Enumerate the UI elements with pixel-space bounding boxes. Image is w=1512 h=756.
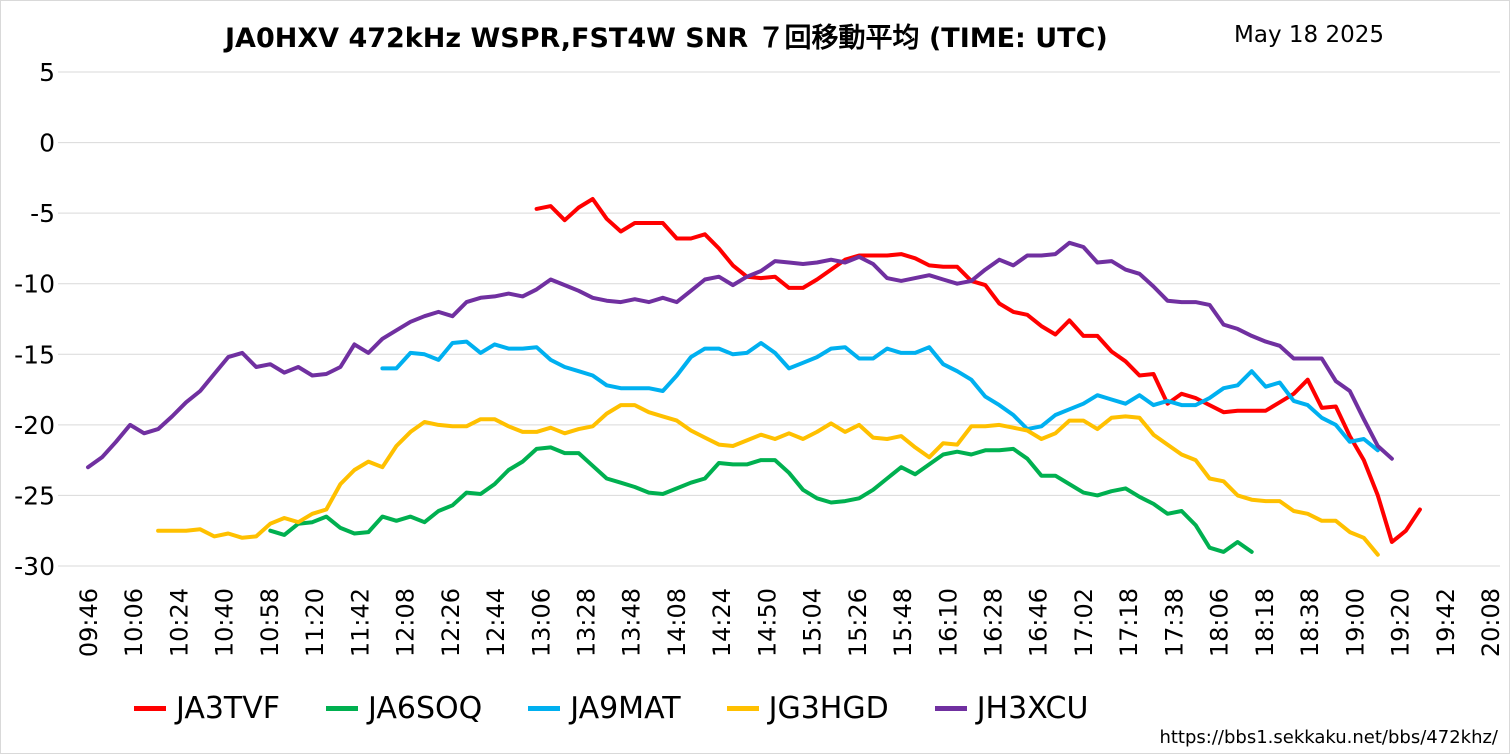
x-tick-label: 12:08 [392, 588, 420, 657]
x-tick-label: 17:18 [1115, 588, 1143, 657]
legend-label: JG3HGD [768, 690, 889, 726]
legend-item-ja6soq: JA6SOQ [326, 691, 482, 726]
y-tick-label: -15 [14, 340, 55, 369]
x-tick-label: 11:20 [301, 588, 329, 657]
x-tick-label: 20:08 [1477, 588, 1505, 657]
y-tick-label: -25 [14, 481, 55, 510]
x-tick-label: 13:28 [572, 588, 600, 657]
legend-label: JA6SOQ [368, 690, 483, 726]
x-tick-label: 10:24 [165, 588, 193, 657]
x-tick-label: 11:42 [346, 588, 374, 657]
series-line-jh3xcu [86, 240, 1394, 470]
y-axis-ticks: 5 0 -5 -10 -15 -20 -25 -30 [14, 58, 55, 581]
x-tick-label: 15:26 [844, 588, 872, 657]
y-tick-label: -30 [14, 552, 55, 581]
y-tick-label: -20 [14, 411, 55, 440]
x-tick-label: 14:50 [753, 588, 781, 657]
y-tick-label: 0 [39, 129, 55, 158]
x-axis-ticks: 09:46 10:06 10:24 10:40 10:58 11:20 11:42 12:08… [75, 588, 1505, 657]
series-line-ja9mat [380, 339, 1380, 453]
x-tick-label: 10:06 [120, 588, 148, 657]
gridlines [58, 71, 1500, 567]
x-tick-label: 10:58 [256, 588, 284, 657]
source-url[interactable]: https://bbs1.sekkaku.net/bbs/472khz/ [1159, 727, 1498, 748]
legend-swatch [134, 705, 166, 711]
series-line-jg3hgd [156, 403, 1380, 557]
y-tick-label: -5 [30, 199, 55, 228]
series-lines [86, 197, 1422, 557]
y-tick-label: -10 [14, 270, 55, 299]
chart-title-bar: JA0HXV 472kHz WSPR,FST4W SNR ７回移動平均 (TIM… [0, 14, 1512, 54]
x-tick-label: 16:46 [1025, 588, 1053, 657]
legend-item-jh3xcu: JH3XCU [934, 690, 1089, 726]
x-tick-label: 19:20 [1387, 588, 1415, 657]
legend-item-ja3tvf: JA3TVF [134, 691, 280, 726]
x-tick-label: 13:48 [618, 588, 646, 657]
x-tick-label: 14:08 [663, 588, 691, 657]
x-tick-label: 16:10 [934, 588, 962, 657]
chart-title: JA0HXV 472kHz WSPR,FST4W SNR ７回移動平均 (TIM… [225, 23, 1108, 54]
series-line-ja3tvf [534, 197, 1422, 544]
x-tick-label: 18:06 [1206, 588, 1234, 657]
x-tick-label: 14:24 [708, 588, 736, 657]
chart-date: May 18 2025 [1234, 22, 1384, 48]
legend-swatch [726, 705, 759, 711]
x-tick-label: 15:48 [889, 588, 917, 657]
x-tick-label: 09:46 [75, 588, 103, 657]
x-tick-label: 19:00 [1341, 588, 1369, 657]
legend-label: JH3XCU [976, 690, 1089, 726]
legend-label: JA3TVF [176, 690, 281, 726]
legend-label: JA9MAT [570, 690, 681, 726]
x-tick-label: 12:44 [482, 588, 510, 657]
legend: JA3TVF JA6SOQ JA9MAT JG3HGD JH3XCU [134, 688, 1134, 728]
snr-line-chart: 5 0 -5 -10 -15 -20 -25 -30 09:46 10:06 10:24 10:40… [14, 58, 1505, 657]
x-tick-label: 19:42 [1432, 588, 1460, 657]
y-tick-label: 5 [39, 58, 55, 87]
legend-swatch [934, 705, 967, 711]
x-tick-label: 12:26 [437, 588, 465, 657]
legend-item-jg3hgd: JG3HGD [726, 690, 889, 726]
legend-item-ja9mat: JA9MAT [528, 690, 681, 726]
x-tick-label: 10:40 [211, 588, 239, 657]
x-tick-label: 18:38 [1296, 588, 1324, 657]
x-tick-label: 17:02 [1070, 588, 1098, 657]
legend-swatch [326, 705, 359, 711]
x-tick-label: 15:04 [799, 588, 827, 657]
x-tick-label: 13:06 [527, 588, 555, 657]
x-tick-label: 16:28 [980, 588, 1008, 657]
legend-swatch [528, 705, 561, 711]
series-line-ja6soq [268, 445, 1254, 554]
x-tick-label: 18:18 [1251, 588, 1279, 657]
x-tick-label: 17:38 [1160, 588, 1188, 657]
